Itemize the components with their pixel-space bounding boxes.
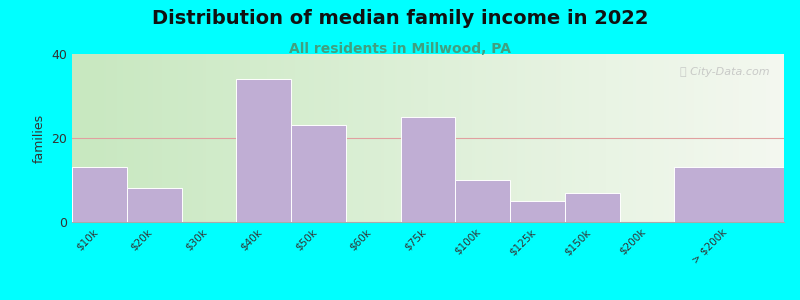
- Bar: [510, 201, 565, 222]
- Bar: [455, 180, 510, 222]
- Bar: [401, 117, 455, 222]
- Bar: [674, 167, 784, 222]
- Bar: [72, 167, 126, 222]
- Bar: [565, 193, 620, 222]
- Text: All residents in Millwood, PA: All residents in Millwood, PA: [289, 42, 511, 56]
- Bar: [236, 79, 291, 222]
- Text: Distribution of median family income in 2022: Distribution of median family income in …: [152, 9, 648, 28]
- Bar: [291, 125, 346, 222]
- Bar: [126, 188, 182, 222]
- Y-axis label: families: families: [33, 113, 46, 163]
- Text: ⓘ City-Data.com: ⓘ City-Data.com: [680, 68, 770, 77]
